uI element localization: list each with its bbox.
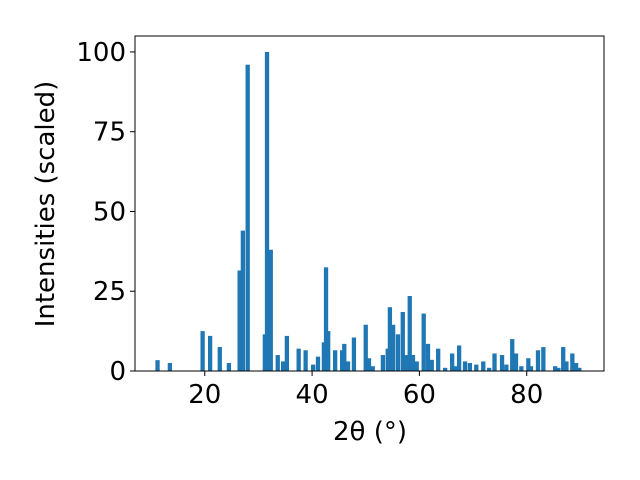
bar <box>492 353 497 371</box>
bar <box>155 360 160 371</box>
y-tick-label: 50 <box>93 197 126 227</box>
x-tick-label: 60 <box>403 380 436 410</box>
x-axis-label: 2θ (°) <box>333 417 407 447</box>
bar <box>390 324 396 371</box>
bar <box>380 355 386 371</box>
bar <box>200 331 205 371</box>
bar <box>541 347 546 371</box>
x-tick-label: 80 <box>510 380 543 410</box>
x-tick-label: 20 <box>188 380 221 410</box>
bar <box>326 331 331 371</box>
bar <box>519 366 524 371</box>
bar <box>311 364 316 371</box>
bar <box>456 345 462 371</box>
bar <box>564 361 569 371</box>
bar <box>296 348 301 371</box>
bar <box>513 353 519 371</box>
bar <box>510 339 515 371</box>
bar <box>453 366 458 371</box>
bar <box>425 343 431 371</box>
bar <box>387 307 393 371</box>
bar <box>474 364 479 371</box>
bar <box>395 334 401 371</box>
bar <box>167 363 173 371</box>
y-tick-label: 75 <box>93 118 126 148</box>
bar <box>333 350 338 371</box>
bar <box>414 361 419 371</box>
bar <box>403 355 409 371</box>
bar <box>429 359 434 371</box>
bar <box>351 337 357 371</box>
y-tick-label: 100 <box>76 38 126 68</box>
bar <box>400 311 405 371</box>
bar <box>342 343 347 371</box>
bar <box>280 361 286 371</box>
bar <box>462 361 468 371</box>
y-tick-label: 0 <box>109 357 126 387</box>
y-tick-label: 25 <box>93 277 126 307</box>
bar <box>363 324 368 371</box>
x-tick-label: 40 <box>296 380 329 410</box>
bar <box>268 249 273 371</box>
bar <box>370 366 375 371</box>
bar <box>275 355 280 371</box>
bar <box>245 64 250 371</box>
bar <box>345 361 351 371</box>
bar <box>553 366 558 371</box>
bar <box>556 367 561 371</box>
bar <box>284 335 290 371</box>
bar <box>499 355 505 371</box>
bar <box>535 350 541 371</box>
bar <box>528 366 534 371</box>
bar <box>449 353 455 371</box>
bar <box>264 51 270 371</box>
bar <box>237 270 242 371</box>
bar <box>217 347 222 371</box>
bar <box>577 367 582 371</box>
bar <box>443 367 448 371</box>
bar <box>481 361 486 371</box>
bar <box>526 358 531 371</box>
bar <box>315 356 321 371</box>
bar <box>303 350 308 371</box>
bar <box>467 363 472 371</box>
plot-frame <box>134 35 605 372</box>
bar <box>573 363 579 371</box>
bar <box>366 358 372 371</box>
bar <box>504 364 509 371</box>
bar <box>487 367 492 371</box>
bar <box>436 348 441 371</box>
bar <box>570 353 575 371</box>
bar <box>561 347 566 371</box>
bar <box>240 230 246 371</box>
bar <box>410 355 416 371</box>
bar <box>207 335 213 371</box>
bar <box>226 363 232 371</box>
bar <box>323 267 329 371</box>
bar <box>421 313 426 371</box>
bar <box>407 296 412 371</box>
y-axis-label: Intensities (scaled) <box>31 81 61 328</box>
